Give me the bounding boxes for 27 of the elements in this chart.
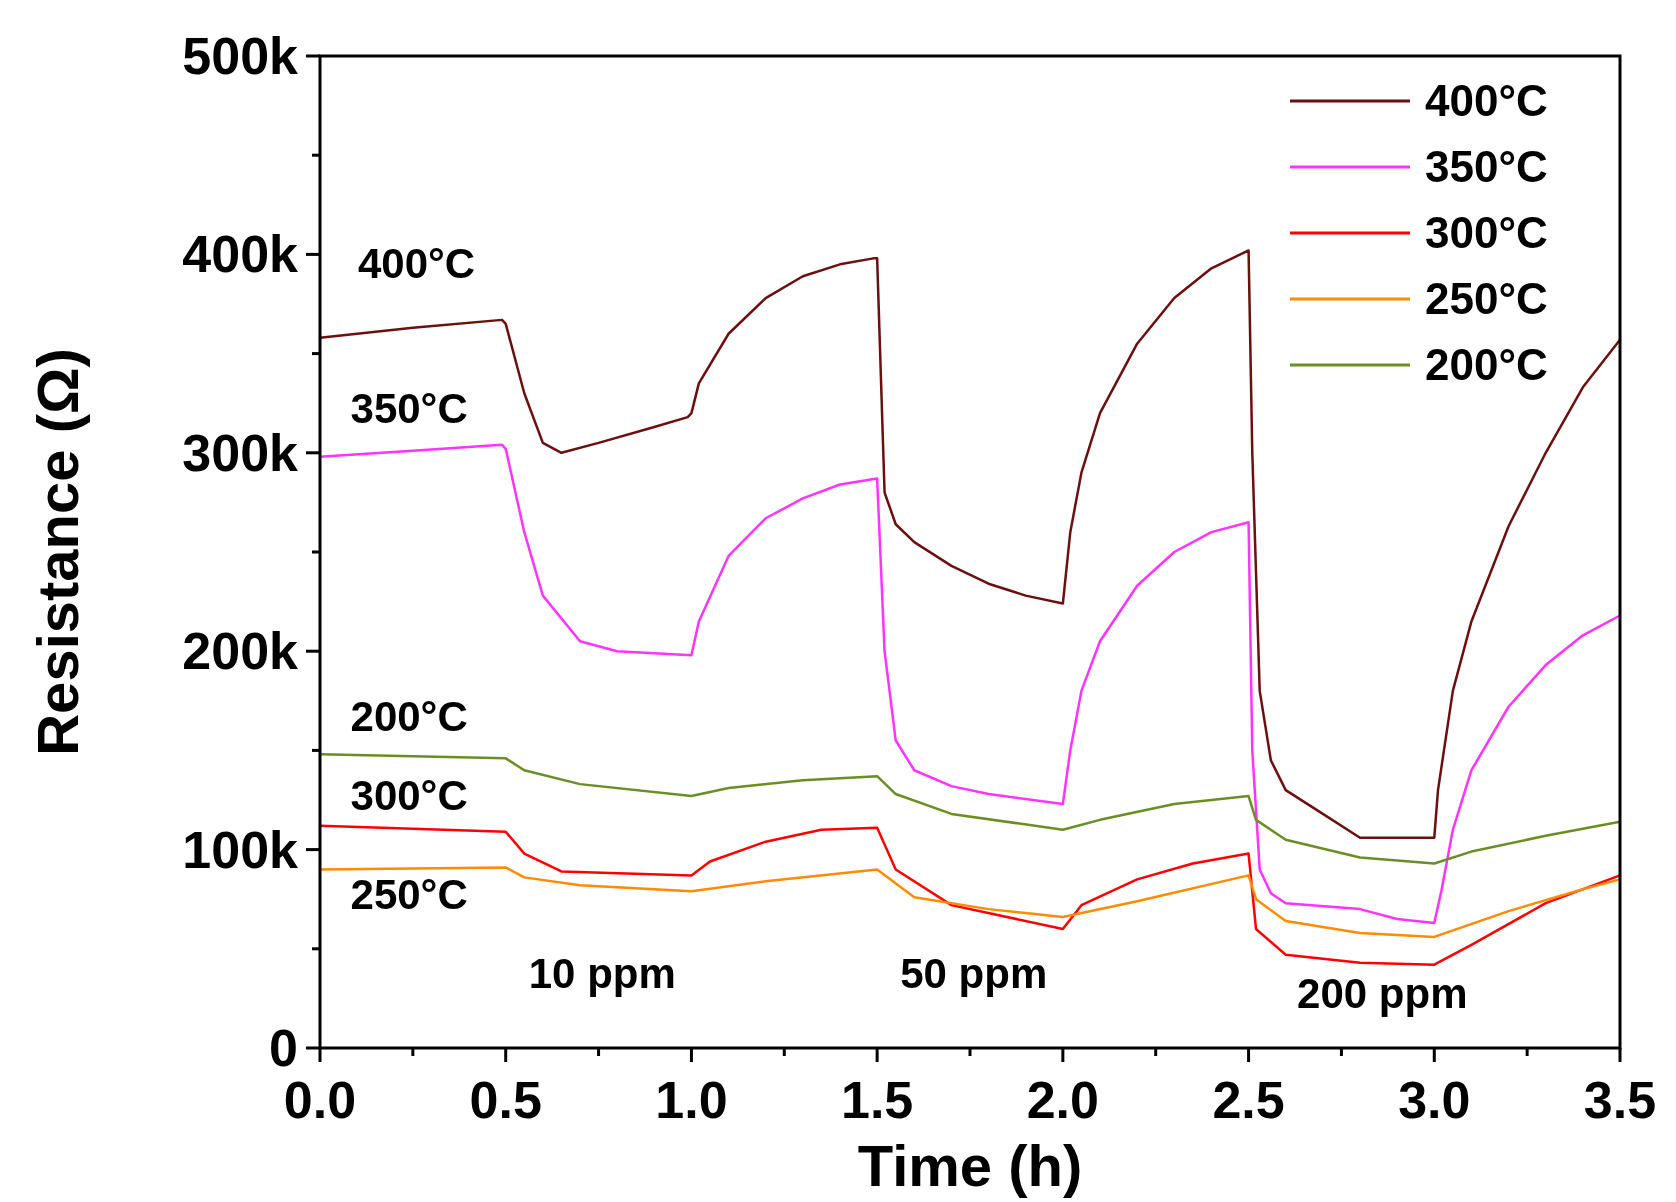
legend-label: 200°C [1425,340,1548,389]
annotation: 200 ppm [1297,970,1468,1018]
x-tick-label: 2.0 [1026,1071,1100,1129]
legend-label: 350°C [1425,142,1548,191]
annotation: 250°C [350,871,468,919]
annotation: 10 ppm [528,950,676,998]
y-tick-label: 100k [182,820,299,879]
legend-label: 250°C [1425,274,1548,323]
y-tick-label: 400k [182,225,299,284]
legend-label: 400°C [1425,76,1548,125]
y-tick-label: 200k [182,622,299,681]
x-tick-label: 3.0 [1398,1071,1471,1129]
x-tick-label: 0.5 [469,1071,542,1129]
annotation: 300°C [350,771,468,819]
legend-label: 300°C [1425,208,1548,257]
annotation: 200°C [350,692,468,740]
x-tick-label: 1.5 [840,1071,914,1129]
annotation: 400°C [357,240,476,288]
x-axis-title: Time (h) [857,1133,1083,1198]
x-tick-label: 2.5 [1212,1071,1285,1129]
annotation: 50 ppm [900,950,1048,998]
y-axis-title: Resistance (Ω) [25,348,90,756]
x-tick-label: 1.0 [655,1071,728,1129]
annotation: 350°C [350,385,468,433]
y-tick-label: 300k [182,423,299,482]
x-tick-label: 3.5 [1583,1071,1657,1129]
y-tick-label: 500k [182,27,299,85]
